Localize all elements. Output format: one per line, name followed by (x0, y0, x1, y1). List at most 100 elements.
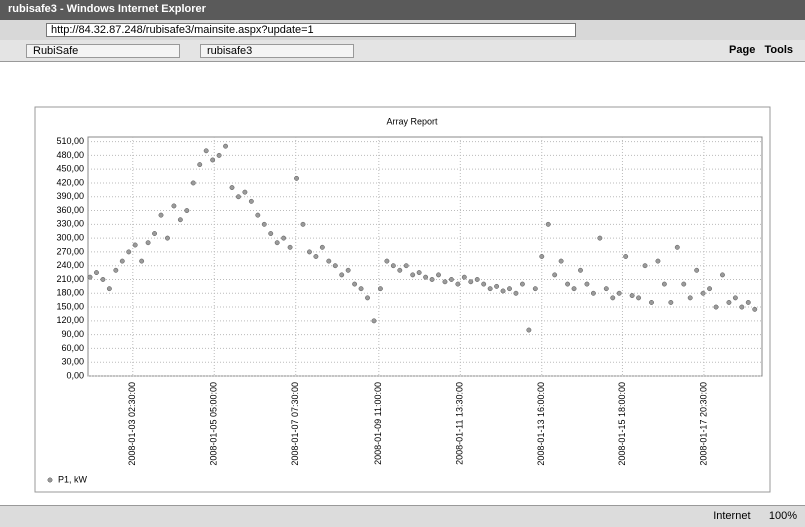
zone: Internet (713, 510, 751, 522)
point (229, 185, 235, 191)
point (745, 300, 751, 305)
tab-bar: RubiSafe rubisafe3 Page Tools (0, 40, 805, 62)
chart-frame (34, 106, 771, 493)
point (158, 212, 164, 218)
point (571, 286, 577, 292)
point (500, 288, 506, 294)
point (184, 208, 190, 213)
point (339, 272, 345, 278)
point (294, 175, 299, 181)
y-tick-label: 480,00 (56, 150, 84, 160)
point (526, 327, 532, 333)
point (410, 272, 416, 278)
zoom[interactable]: 100% (768, 510, 797, 522)
point (145, 240, 151, 246)
y-tick-label: 150,00 (56, 301, 84, 311)
x-tick-label: 2008-01-15 18:00:00 (617, 382, 627, 466)
point (597, 235, 603, 241)
toolbar-button[interactable]: Page (729, 44, 756, 56)
point (623, 254, 629, 259)
address-field[interactable]: http://84.32.87.248/rubisafe3/mainsite.a… (46, 23, 576, 37)
y-tick-label: 90,00 (61, 329, 84, 339)
point (113, 267, 119, 273)
point (752, 306, 758, 312)
tab[interactable]: rubisafe3 (200, 44, 354, 58)
point (177, 217, 183, 223)
point (687, 295, 693, 301)
y-tick-label: 0,00 (66, 370, 84, 380)
point (132, 242, 138, 248)
point (532, 286, 538, 292)
y-tick-label: 360,00 (56, 205, 84, 215)
x-tick-label: 2008-01-03 02:30:00 (127, 382, 137, 466)
point (416, 270, 422, 276)
y-tick-label: 330,00 (56, 219, 84, 229)
point (216, 152, 222, 158)
point (319, 244, 325, 250)
point (210, 157, 216, 163)
point (507, 286, 512, 292)
point (590, 290, 596, 296)
point (558, 258, 564, 264)
point (423, 274, 429, 280)
point (681, 281, 687, 287)
x-tick-label: 2008-01-09 11:00:00 (373, 382, 383, 465)
point (94, 270, 99, 276)
point (203, 148, 209, 154)
point (152, 231, 158, 236)
title-bar: rubisafe3 - Windows Internet Explorer (0, 0, 805, 20)
point (436, 272, 441, 278)
y-tick-label: 510,00 (56, 136, 84, 146)
point (668, 300, 674, 305)
point (287, 244, 293, 250)
legend-label: P1, kW (58, 474, 88, 484)
point (552, 272, 558, 278)
point (481, 281, 487, 287)
toolbar-button[interactable]: Tools (764, 44, 793, 56)
point (442, 279, 448, 285)
point (713, 304, 719, 310)
point (403, 263, 409, 269)
point (513, 290, 519, 296)
point (565, 281, 571, 287)
point (636, 295, 642, 301)
point (332, 263, 338, 269)
point (494, 283, 500, 289)
point (487, 286, 493, 292)
point (578, 267, 583, 273)
point (248, 198, 254, 204)
x-tick-label: 2008-01-07 07:30:00 (290, 382, 300, 466)
legend-marker (47, 477, 53, 483)
point (397, 267, 403, 273)
point (616, 290, 622, 296)
point (726, 300, 732, 305)
point (603, 286, 609, 292)
y-tick-label: 30,00 (61, 357, 84, 367)
point (655, 258, 661, 264)
chart-title: Array Report (386, 116, 438, 126)
point (236, 194, 241, 200)
x-tick-label: 2008-01-05 05:00:00 (209, 382, 219, 466)
content: Array Report 0,00 30,00 60,00 90,00 120,00 15… (34, 106, 771, 493)
point (539, 254, 545, 259)
point (642, 263, 648, 269)
point (629, 293, 635, 299)
point (358, 286, 364, 292)
point (242, 189, 248, 195)
point (661, 281, 667, 287)
point (365, 295, 370, 301)
toolbar: Page Tools (723, 44, 799, 56)
point (474, 277, 480, 282)
tab[interactable]: RubiSafe (26, 44, 180, 58)
point (429, 277, 435, 282)
point (190, 180, 196, 186)
point (384, 258, 390, 264)
point (390, 263, 396, 269)
point (261, 221, 267, 227)
y-tick-label: 270,00 (56, 246, 84, 256)
point (223, 143, 228, 149)
y-tick-label: 420,00 (56, 177, 84, 187)
point (455, 281, 461, 287)
window-title: rubisafe3 - Windows Internet Explorer (8, 3, 206, 15)
